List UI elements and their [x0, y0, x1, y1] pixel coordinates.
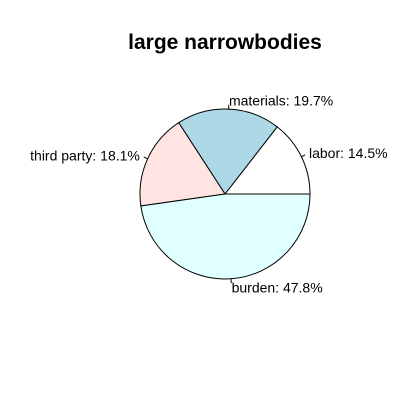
pie-slice-2 — [139, 122, 226, 207]
pie-label-ticks — [143, 104, 306, 284]
pie-tick-2 — [143, 156, 148, 160]
pie-label-0: labor: 14.5% — [309, 145, 388, 161]
pie-labels: labor: 14.5% materials: 19.7% third party:… — [30, 93, 387, 296]
pie-label-3: burden: 47.8% — [232, 279, 323, 295]
pie-slices — [139, 108, 311, 280]
pie-slice-3 — [140, 193, 311, 280]
chart-title: large narrowbodies — [128, 31, 322, 54]
pie-label-1: materials: 19.7% — [229, 93, 333, 109]
pie-slice-0 — [223, 126, 311, 195]
pie-label-2: third party: 18.1% — [30, 147, 140, 163]
pie-tick-0 — [301, 154, 306, 158]
